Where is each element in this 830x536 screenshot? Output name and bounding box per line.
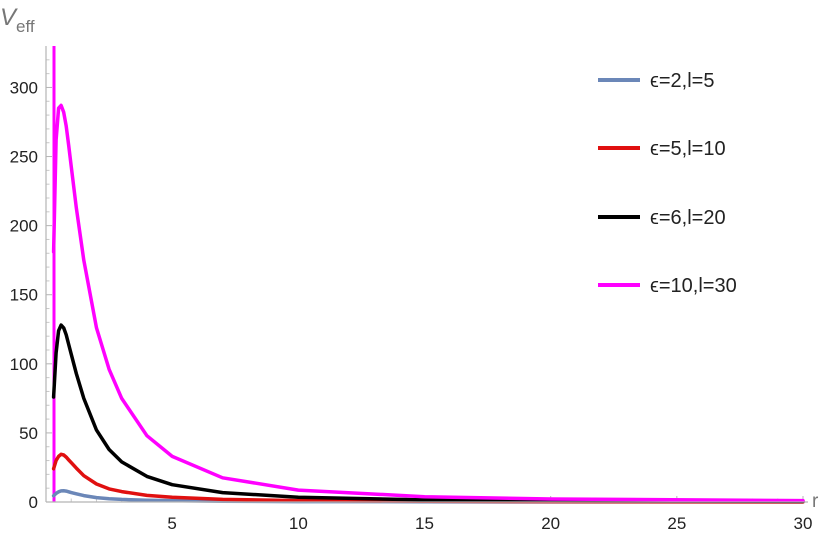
- x-tick-label: 5: [167, 514, 176, 533]
- legend-label-1: ϵ=5,l=10: [650, 138, 726, 160]
- legend: ϵ=2,l=5 ϵ=5,l=10 ϵ=6,l=20 ϵ=10,l=30: [598, 70, 737, 297]
- y-tick-label: 100: [10, 355, 38, 374]
- series-line-1: [51, 452, 805, 504]
- y-tick-label: 150: [10, 286, 38, 305]
- x-tick-label: 10: [289, 514, 308, 533]
- x-axis-title: r: [812, 491, 819, 512]
- y-tick-label: 50: [19, 424, 38, 443]
- y-axis-title-main: V: [0, 4, 18, 31]
- y-axis-title: Veff: [0, 4, 35, 36]
- legend-label-0: ϵ=2,l=5: [650, 70, 714, 92]
- series-line-2: [51, 323, 805, 504]
- x-tick-label: 25: [667, 514, 686, 533]
- y-axis-title-sub: eff: [16, 17, 35, 36]
- y-tick-label: 200: [10, 217, 38, 236]
- x-tick-label: 20: [541, 514, 560, 533]
- legend-label-2: ϵ=6,l=20: [650, 207, 726, 229]
- legend-label-3: ϵ=10,l=30: [650, 275, 737, 297]
- ticks-layer: 0 50 100 150 200 250 300 5 10 15 20 25 30: [10, 59, 813, 533]
- y-tick-label: 300: [10, 78, 38, 97]
- x-tick-label: 15: [415, 514, 434, 533]
- series-layer: [51, 46, 805, 504]
- x-tick-label: 30: [794, 514, 813, 533]
- series-line-3: [51, 103, 805, 503]
- y-tick-label: 250: [10, 148, 38, 167]
- y-tick-label: 0: [29, 493, 38, 512]
